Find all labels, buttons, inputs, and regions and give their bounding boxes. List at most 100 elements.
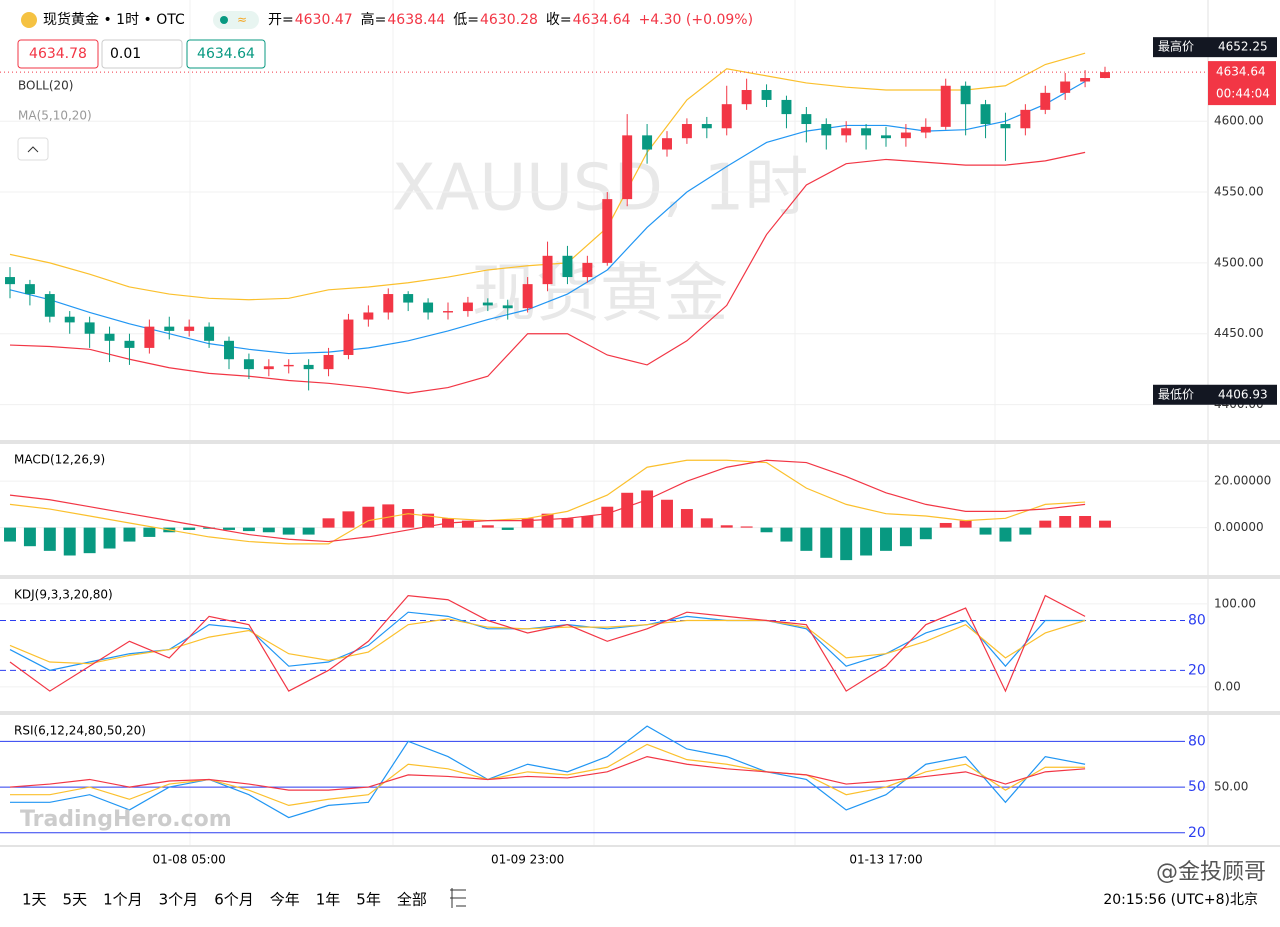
- collapse-button[interactable]: [17, 137, 49, 161]
- ask: 4634.64: [197, 46, 255, 62]
- x-tick-label: 01-08 05:00: [153, 853, 226, 867]
- level-label: 20: [1188, 662, 1206, 678]
- macd-bar: [282, 527, 295, 535]
- candle-body: [283, 364, 294, 367]
- macd-bar: [43, 527, 56, 551]
- macd-bar: [501, 527, 514, 530]
- panel-title: RSI(6,12,24,80,50,20): [14, 724, 146, 738]
- macd-bar: [1039, 520, 1052, 528]
- candle-body: [1100, 72, 1110, 79]
- range-button[interactable]: 1天: [22, 891, 47, 909]
- draw-icon[interactable]: [450, 888, 466, 908]
- macd-bar: [103, 527, 116, 549]
- status-dot: [220, 16, 228, 24]
- x-tick-label: 01-09 23:00: [491, 853, 564, 867]
- status-icon: ≈: [237, 13, 247, 27]
- macd-bar: [223, 527, 235, 530]
- indicator-label: MA(5,10,20): [18, 109, 92, 123]
- y-tick-label: 0.00: [1214, 679, 1241, 693]
- bid-box[interactable]: [17, 39, 99, 69]
- range-button[interactable]: 今年: [270, 891, 300, 909]
- macd-bar: [959, 520, 972, 528]
- range-button[interactable]: 3个月: [159, 891, 199, 909]
- y-tick-label: 100.00: [1214, 596, 1256, 610]
- candle-body: [403, 294, 414, 303]
- marker-value: 4406.93: [1218, 387, 1268, 401]
- y-tick-label: 4550.00: [1214, 185, 1264, 199]
- candle-body: [44, 294, 55, 317]
- layout: [189, 0, 1209, 845]
- macd-bar: [362, 506, 375, 528]
- candle-body: [662, 138, 672, 150]
- candle-body: [263, 366, 274, 370]
- quote-value: 4638.44: [387, 12, 445, 28]
- candle-body: [64, 316, 75, 323]
- candle-body: [721, 104, 732, 129]
- macd-bar: [183, 527, 196, 530]
- candle-body: [243, 359, 254, 370]
- candle-body: [323, 354, 334, 370]
- watermark: XAUUSD, 1时 现货黄金: [392, 152, 809, 332]
- candle-body: [1000, 124, 1011, 129]
- bid: 4634.78: [29, 46, 87, 62]
- macd-bar: [521, 518, 534, 528]
- candle-body: [5, 277, 15, 285]
- watermark-author: @金投顾哥: [1156, 860, 1266, 885]
- macd-bar: [83, 527, 96, 554]
- indicator-line: [9, 618, 1086, 665]
- candle-body: [1080, 78, 1091, 82]
- candle-body: [1040, 92, 1051, 110]
- macd-bar: [780, 527, 793, 542]
- indicator-line: [9, 594, 1086, 693]
- candle-body: [522, 284, 533, 309]
- level-label: 80: [1188, 613, 1206, 629]
- macd-bar: [979, 527, 992, 535]
- macd-bar: [740, 526, 753, 528]
- marker-box: [1153, 384, 1277, 405]
- status-badge[interactable]: [213, 11, 259, 29]
- macd-bar: [621, 492, 634, 528]
- indicator-line: [9, 151, 1086, 394]
- macd-bar: [342, 511, 355, 528]
- quote-label: 低=: [453, 12, 479, 28]
- macd-bar: [4, 527, 16, 542]
- candle-body: [622, 135, 633, 200]
- candle-body: [1060, 81, 1071, 93]
- range-button[interactable]: 6个月: [214, 891, 254, 909]
- y-tick-label: 20.00000: [1214, 474, 1271, 488]
- range-button[interactable]: 1年: [316, 891, 341, 909]
- range-button[interactable]: 5年: [356, 891, 381, 909]
- candle-body: [701, 124, 712, 129]
- marker-label: 最低价: [1158, 387, 1194, 401]
- candle-body: [801, 114, 812, 125]
- panel-title: KDJ(9,3,3,20,80): [14, 588, 113, 602]
- candle-body: [144, 326, 155, 348]
- candle-body: [443, 311, 453, 313]
- collapse-icon: [27, 146, 39, 153]
- macd-bar: [840, 527, 853, 561]
- range-button[interactable]: 1个月: [103, 891, 143, 909]
- watermark-text: XAUUSD, 1时: [392, 152, 809, 226]
- candle-body: [383, 294, 394, 313]
- macd-bar: [541, 513, 554, 528]
- indicator-line: [9, 755, 1086, 791]
- candle-body: [920, 126, 931, 133]
- marker-value: 4652.25: [1218, 40, 1268, 54]
- range-button[interactable]: 全部: [397, 891, 427, 909]
- indicator-line: [10, 743, 1086, 806]
- candle-body: [164, 326, 175, 331]
- macd-bar: [939, 522, 952, 528]
- ask-box[interactable]: [186, 39, 266, 69]
- candle-body: [960, 85, 971, 105]
- range-button[interactable]: 5天: [63, 891, 88, 909]
- candle-body: [343, 319, 354, 355]
- candle-body: [940, 85, 951, 127]
- macd-bar: [382, 504, 395, 528]
- y-tick-label: 4450.00: [1214, 326, 1264, 340]
- spread-box[interactable]: [101, 39, 183, 69]
- panel-title: MACD(12,26,9): [14, 453, 105, 467]
- macd-bar: [899, 527, 912, 547]
- macd-bar: [760, 527, 773, 533]
